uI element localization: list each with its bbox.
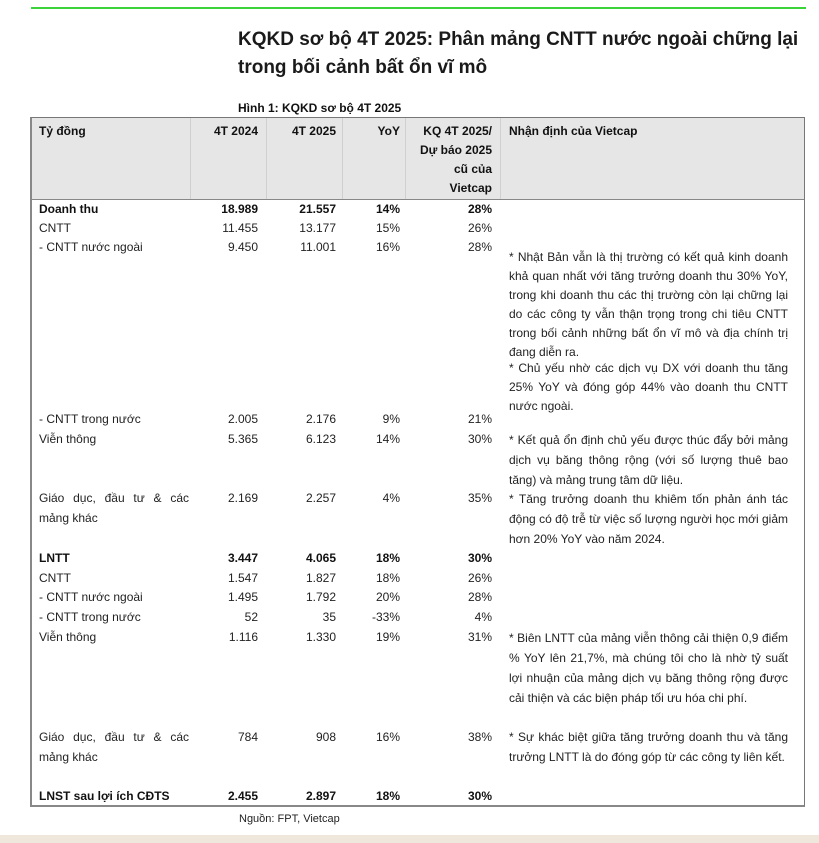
header-vietcap-view: Nhận định của Vietcap — [509, 124, 638, 138]
header-unit: Tỷ đồng — [39, 124, 86, 138]
value-kq-vs-forecast: 26% — [467, 571, 492, 585]
value-4t2024: 2.455 — [227, 789, 258, 803]
value-4t2025: 35 — [322, 610, 336, 624]
row-label: Giáo dục, đầu tư & các mảng khác — [39, 730, 189, 764]
row-label: LNST sau lợi ích CĐTS — [39, 789, 170, 803]
row-label: CNTT — [39, 571, 71, 585]
value-kq-vs-forecast: 28% — [467, 240, 492, 254]
value-4t2025: 1.330 — [305, 630, 336, 644]
value-yoy: 18% — [375, 789, 400, 803]
note: * Biên LNTT của mảng viễn thông cải thiệ… — [509, 631, 788, 705]
value-yoy: -33% — [371, 610, 400, 624]
value-yoy: 15% — [375, 221, 400, 235]
value-kq-vs-forecast: 30% — [467, 551, 492, 565]
value-4t2024: 1.116 — [228, 630, 258, 644]
value-kq-vs-forecast: 21% — [467, 412, 492, 426]
value-4t2024: 3.447 — [227, 551, 258, 565]
figure-caption: Hình 1: KQKD sơ bộ 4T 2025 — [238, 101, 402, 115]
note: * Kết quả ổn định chủ yếu được thúc đẩy … — [509, 433, 788, 487]
value-kq-vs-forecast: 28% — [467, 202, 492, 216]
value-4t2024: 9.450 — [227, 240, 258, 254]
value-kq-vs-forecast: 4% — [474, 610, 492, 624]
header-kq-vs-forecast: KQ 4T 2025/ Dự báo 2025 cũ của Vietcap — [419, 124, 492, 195]
note: * Sự khác biệt giữa tăng trưởng doanh th… — [509, 730, 788, 764]
bottom-strip — [0, 835, 819, 843]
value-4t2025: 908 — [315, 730, 336, 744]
value-yoy: 18% — [375, 571, 400, 585]
note: * Tăng trưởng doanh thu khiêm tốn phản á… — [509, 492, 788, 546]
value-4t2025: 2.176 — [305, 412, 336, 426]
value-yoy: 20% — [375, 590, 400, 604]
header-yoy: YoY — [377, 124, 400, 138]
value-yoy: 16% — [375, 730, 400, 744]
value-kq-vs-forecast: 38% — [467, 730, 492, 744]
value-4t2024: 1.547 — [227, 571, 258, 585]
value-4t2024: 11.455 — [222, 221, 258, 235]
row-label: - CNTT nước ngoài — [39, 590, 143, 604]
row-label: LNTT — [39, 551, 70, 565]
value-kq-vs-forecast: 30% — [467, 432, 492, 446]
row-label: Viễn thông — [39, 432, 97, 446]
value-yoy: 18% — [375, 551, 400, 565]
row-label: CNTT — [39, 221, 71, 235]
table-header: Tỷ đồng 4T 2024 4T 2025 YoY KQ 4T 2025/ … — [32, 118, 804, 200]
value-yoy: 14% — [375, 202, 400, 216]
value-yoy: 19% — [375, 630, 400, 644]
value-kq-vs-forecast: 31% — [467, 630, 492, 644]
row-label: - CNTT trong nước — [39, 610, 141, 624]
page-title: KQKD sơ bộ 4T 2025: Phân mảng CNTT nước … — [238, 29, 799, 78]
value-4t2024: 1.495 — [227, 590, 258, 604]
value-4t2025: 4.065 — [305, 551, 336, 565]
header-4t2025: 4T 2025 — [291, 124, 336, 138]
value-kq-vs-forecast: 30% — [467, 789, 492, 803]
header-4t2024: 4T 2024 — [213, 124, 258, 138]
value-4t2024: 52 — [244, 610, 258, 624]
row-label: - CNTT nước ngoài — [39, 240, 143, 254]
row-label: Doanh thu — [39, 202, 99, 216]
value-4t2025: 2.897 — [305, 789, 336, 803]
value-kq-vs-forecast: 28% — [467, 590, 492, 604]
source-note: Nguồn: FPT, Vietcap — [239, 813, 340, 825]
value-4t2024: 5.365 — [227, 432, 258, 446]
row-label: Giáo dục, đầu tư & các mảng khác — [39, 491, 189, 525]
value-kq-vs-forecast: 26% — [467, 221, 492, 235]
value-4t2024: 18.989 — [221, 202, 258, 216]
value-yoy: 9% — [382, 412, 400, 426]
row-label: Viễn thông — [39, 630, 97, 644]
value-4t2024: 784 — [237, 730, 258, 744]
value-4t2025: 21.557 — [299, 202, 336, 216]
value-yoy: 4% — [382, 491, 400, 505]
note: * Nhật Bản vẫn là thị trường có kết quả … — [509, 250, 788, 359]
note: * Chủ yếu nhờ các dịch vụ DX với doanh t… — [509, 361, 788, 413]
value-kq-vs-forecast: 35% — [467, 491, 492, 505]
value-4t2025: 1.792 — [305, 590, 336, 604]
value-4t2025: 11.001 — [300, 240, 336, 254]
value-yoy: 14% — [375, 432, 400, 446]
accent-divider — [31, 7, 806, 9]
value-4t2025: 1.827 — [305, 571, 336, 585]
value-4t2025: 2.257 — [305, 491, 336, 505]
row-label: - CNTT trong nước — [39, 412, 141, 426]
value-4t2024: 2.169 — [227, 491, 258, 505]
value-4t2024: 2.005 — [227, 412, 258, 426]
results-table: Tỷ đồng 4T 2024 4T 2025 YoY KQ 4T 2025/ … — [30, 117, 805, 807]
value-yoy: 16% — [375, 240, 400, 254]
value-4t2025: 6.123 — [305, 432, 336, 446]
value-4t2025: 13.177 — [299, 221, 336, 235]
